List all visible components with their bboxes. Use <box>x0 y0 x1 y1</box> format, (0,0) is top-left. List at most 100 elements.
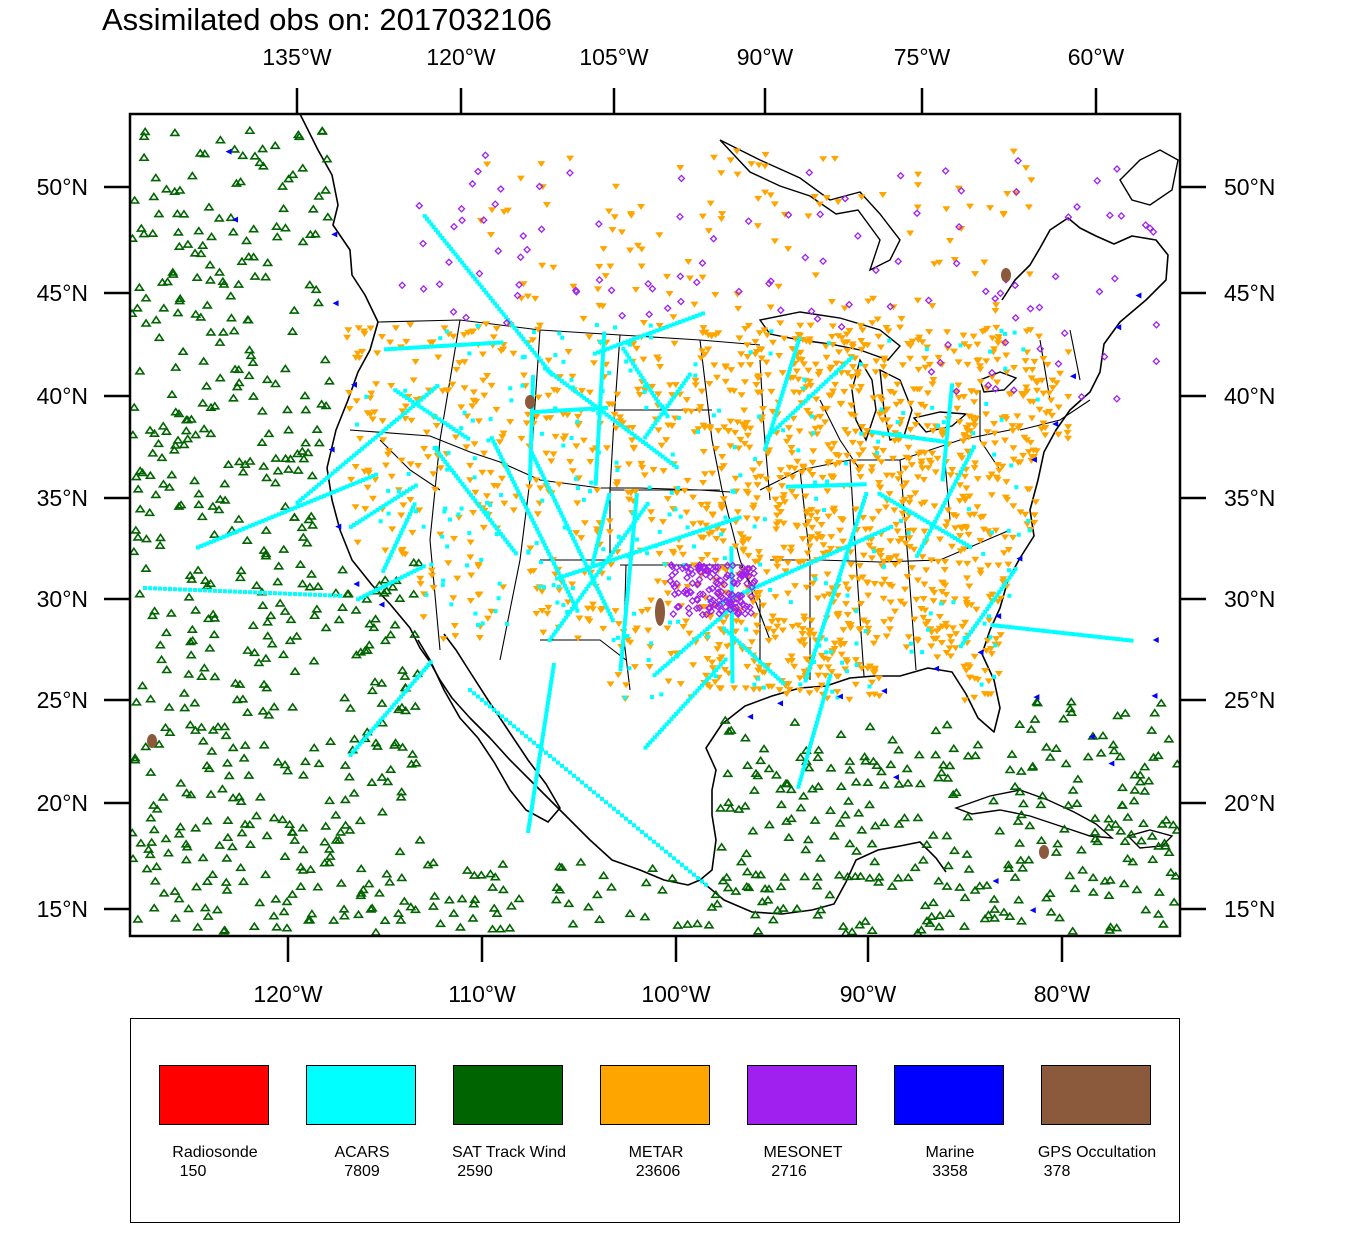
marine-ob-marker <box>1016 555 1023 562</box>
acars-ob-marker <box>622 695 627 700</box>
acars-ob-marker <box>659 727 664 732</box>
sat-wind-ob-marker <box>172 435 184 444</box>
metar-ob-marker <box>1008 427 1017 434</box>
sat-wind-ob-marker <box>1052 839 1064 848</box>
acars-ob-marker <box>354 521 359 526</box>
metar-ob-marker <box>974 357 983 364</box>
acars-ob-marker <box>958 644 963 649</box>
sat-wind-ob-marker <box>305 864 317 874</box>
acars-ob-marker <box>486 515 491 520</box>
acars-ob-marker <box>484 701 488 706</box>
sat-wind-ob-marker <box>864 873 876 882</box>
mesonet-ob-marker <box>837 322 846 331</box>
acars-ob-marker <box>702 629 707 634</box>
acars-ob-marker <box>635 435 640 440</box>
acars-ob-marker <box>597 415 602 420</box>
acars-ob-marker <box>417 673 422 678</box>
acars-ob-marker <box>620 649 625 654</box>
sat-wind-ob-marker <box>1054 913 1066 922</box>
acars-ob-marker <box>592 351 597 356</box>
acars-ob-marker <box>346 457 351 462</box>
sat-wind-ob-marker <box>175 778 187 787</box>
metar-ob-marker <box>573 500 582 507</box>
acars-ob-marker <box>676 486 681 491</box>
metar-ob-marker <box>726 157 735 164</box>
sat-wind-ob-marker <box>268 813 280 822</box>
sat-wind-ob-marker <box>348 734 360 743</box>
sat-wind-ob-marker <box>168 445 180 454</box>
sat-wind-ob-marker <box>405 902 417 911</box>
sat-wind-ob-marker <box>308 743 320 752</box>
metar-ob-marker <box>976 363 985 370</box>
acars-ob-marker <box>551 666 556 671</box>
metar-ob-marker <box>428 339 437 346</box>
sat-wind-ob-marker <box>333 614 345 624</box>
metar-ob-marker <box>486 231 495 238</box>
acars-ob-marker <box>796 406 801 411</box>
acars-ob-marker <box>600 369 605 374</box>
metar-ob-marker <box>848 384 857 391</box>
acars-ob-marker <box>434 448 439 453</box>
acars-ob-marker <box>806 484 811 489</box>
acars-ob-marker <box>404 396 409 401</box>
acars-ob-marker <box>446 450 451 455</box>
acars-ob-marker <box>755 657 760 662</box>
mesonet-ob-marker <box>523 245 532 254</box>
acars-ob-marker <box>465 563 470 568</box>
acars-ob-marker <box>663 406 668 411</box>
metar-ob-marker <box>757 417 766 424</box>
acars-ob-marker <box>540 735 545 740</box>
acars-ob-marker <box>303 592 307 597</box>
sat-wind-ob-marker <box>864 799 876 809</box>
metar-ob-marker <box>427 567 436 574</box>
acars-ob-marker <box>915 553 920 558</box>
acars-ob-marker <box>936 438 941 443</box>
acars-ob-marker <box>841 482 846 487</box>
acars-ob-marker <box>824 379 829 384</box>
sat-wind-ob-marker <box>1089 827 1101 836</box>
sat-wind-ob-marker <box>1029 714 1041 723</box>
acars-ob-marker <box>356 597 361 602</box>
mesonet-ob-marker <box>711 563 720 572</box>
metar-ob-marker <box>786 548 795 555</box>
acars-ob-marker <box>591 407 596 412</box>
acars-ob-marker <box>348 524 353 529</box>
acars-ob-marker <box>695 429 700 434</box>
sat-wind-ob-marker <box>181 788 193 797</box>
sat-wind-ob-marker <box>241 235 253 245</box>
acars-ob-marker <box>799 774 804 779</box>
metar-ob-marker <box>869 640 878 647</box>
mesonet-ob-marker <box>991 384 1000 393</box>
sat-wind-ob-marker <box>287 827 299 836</box>
metar-ob-marker <box>474 418 483 425</box>
acars-ob-marker <box>734 516 739 521</box>
sat-wind-ob-marker <box>297 844 309 854</box>
acars-ob-marker <box>799 484 804 489</box>
legend-label: MESONET <box>763 1144 843 1161</box>
metar-ob-marker <box>637 460 646 467</box>
acars-ob-marker <box>949 534 954 539</box>
mesonet-ob-marker <box>715 596 724 605</box>
acars-ob-marker <box>481 509 486 514</box>
metar-ob-marker <box>998 578 1007 585</box>
sat-wind-ob-marker <box>443 895 455 904</box>
acars-ob-marker <box>463 434 468 439</box>
acars-ob-marker <box>548 409 553 414</box>
acars-ob-marker <box>481 341 486 346</box>
acars-ob-marker <box>901 505 906 510</box>
sat-wind-ob-marker <box>1045 907 1057 916</box>
acars-ob-marker <box>516 489 521 494</box>
acars-ob-marker <box>641 507 646 512</box>
acars-ob-marker <box>571 385 576 390</box>
metar-ob-marker <box>920 528 929 535</box>
acars-ob-marker <box>594 322 599 327</box>
acars-ob-marker <box>389 422 394 427</box>
metar-ob-marker <box>831 461 840 468</box>
acars-ob-marker <box>514 486 519 491</box>
acars-ob-marker <box>532 350 537 355</box>
metar-ob-marker <box>806 627 815 634</box>
acars-ob-marker <box>643 442 648 447</box>
acars-ob-marker <box>619 656 624 661</box>
acars-ob-marker <box>825 553 830 558</box>
acars-ob-marker <box>993 595 998 600</box>
